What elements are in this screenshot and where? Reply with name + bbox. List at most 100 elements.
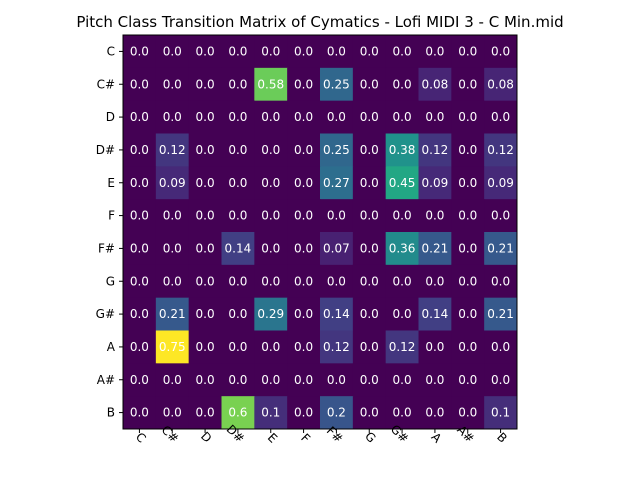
cell-value-label: 0.14 [225,241,252,255]
y-tick-label: F [108,209,115,223]
cell-value-label: 0.0 [360,44,379,58]
heatmap-cell [385,232,419,266]
heatmap-cell [418,133,452,167]
heatmap-cell [221,199,255,233]
cell-value-label: 0.45 [389,176,416,190]
cell-value-label: 0.0 [491,373,510,387]
heatmap-cell [352,35,387,69]
heatmap-cell [221,396,255,430]
x-tick-label: G [362,429,378,445]
cell-value-label: 0.0 [458,77,477,91]
cell-value-label: 0.0 [261,176,280,190]
cell-value-label: 0.0 [294,77,313,91]
cell-value-label: 0.0 [130,77,149,91]
cell-value-label: 0.0 [196,143,215,157]
cell-value-label: 0.0 [196,307,215,321]
heatmap-cell [155,232,190,266]
cell-value-label: 0.0 [261,110,280,124]
cell-value-label: 0.0 [130,241,149,255]
heatmap-cell [352,199,387,233]
heatmap-cell [352,166,387,200]
heatmap-cell [320,67,354,102]
heatmap-cell [484,35,518,69]
heatmap-cell [320,363,354,397]
x-tick-label: F [298,431,313,446]
heatmap-cell [188,330,222,364]
heatmap-cell [451,67,485,102]
cell-value-label: 0.0 [196,274,215,288]
heatmap-cell [155,199,190,233]
heatmap-cell [287,396,321,430]
y-tick-label: C [107,44,115,58]
heatmap-cell [287,67,321,102]
heatmap-cell [123,363,157,397]
heatmap-cell [254,396,288,430]
cell-value-label: 0.0 [327,110,346,124]
cell-value-label: 0.0 [360,406,379,420]
heatmap-cells [123,35,518,430]
y-tick-label: D# [96,143,115,157]
cell-value-label: 0.0 [294,44,313,58]
heatmap-cell [155,330,190,364]
cell-value-label: 0.2 [327,406,346,420]
y-tick-label: E [107,176,115,190]
cell-value-label: 0.0 [458,241,477,255]
cell-value-label: 0.21 [422,241,449,255]
y-tick-label: G# [96,307,115,321]
cell-value-label: 0.0 [294,110,313,124]
cell-value-label: 0.0 [261,143,280,157]
cell-value-label: 0.0 [228,77,247,91]
cell-value-label: 0.0 [261,373,280,387]
heatmap-cell [320,232,354,266]
cell-value-label: 0.0 [163,209,182,223]
heatmap-cell [188,297,222,331]
heatmap-cell [451,199,485,233]
heatmap-cell [221,232,255,266]
cell-value-label: 0.08 [422,77,449,91]
heatmap-cell [418,363,452,397]
cell-value-label: 0.25 [323,77,350,91]
cell-value-label: 0.0 [130,373,149,387]
cell-value-label: 0.0 [425,406,444,420]
heatmap-cell [221,133,255,167]
y-tick-label: C# [97,77,115,91]
cell-value-label: 0.0 [261,340,280,354]
heatmap-cell [221,330,255,364]
cell-value-label: 0.0 [425,373,444,387]
heatmap-cell [254,363,288,397]
cell-value-label: 0.0 [228,176,247,190]
cell-value-label: 0.0 [294,307,313,321]
y-tick-label: B [107,406,115,420]
heatmap-cell [385,166,419,200]
cell-value-label: 0.0 [130,340,149,354]
heatmap-cell [254,67,288,102]
heatmap-cell [155,100,190,134]
heatmap-cell [188,264,222,299]
heatmap-cell [484,330,518,364]
heatmap-cell [123,297,157,331]
heatmap-cell [352,67,387,102]
heatmap-cell [385,199,419,233]
heatmap-cell [451,297,485,331]
cell-value-label: 0.0 [425,274,444,288]
heatmap-cell [287,199,321,233]
heatmap-cell [188,166,222,200]
heatmap-cell [385,396,419,430]
heatmap-cell [484,232,518,266]
cell-value-label: 0.0 [261,209,280,223]
heatmap-cell [418,35,452,69]
heatmap-cell [287,166,321,200]
heatmap-cell [221,363,255,397]
heatmap-cell [188,396,222,430]
cell-value-label: 0.0 [228,373,247,387]
heatmap-cell [221,166,255,200]
chart-title: Pitch Class Transition Matrix of Cymatic… [76,13,563,31]
heatmap-cell [221,67,255,102]
cell-value-label: 0.1 [491,406,510,420]
heatmap-cell [254,133,288,167]
cell-value-label: 0.0 [196,373,215,387]
cell-value-label: 0.0 [393,110,412,124]
cell-value-label: 0.12 [422,143,449,157]
heatmap-cell [352,330,387,364]
